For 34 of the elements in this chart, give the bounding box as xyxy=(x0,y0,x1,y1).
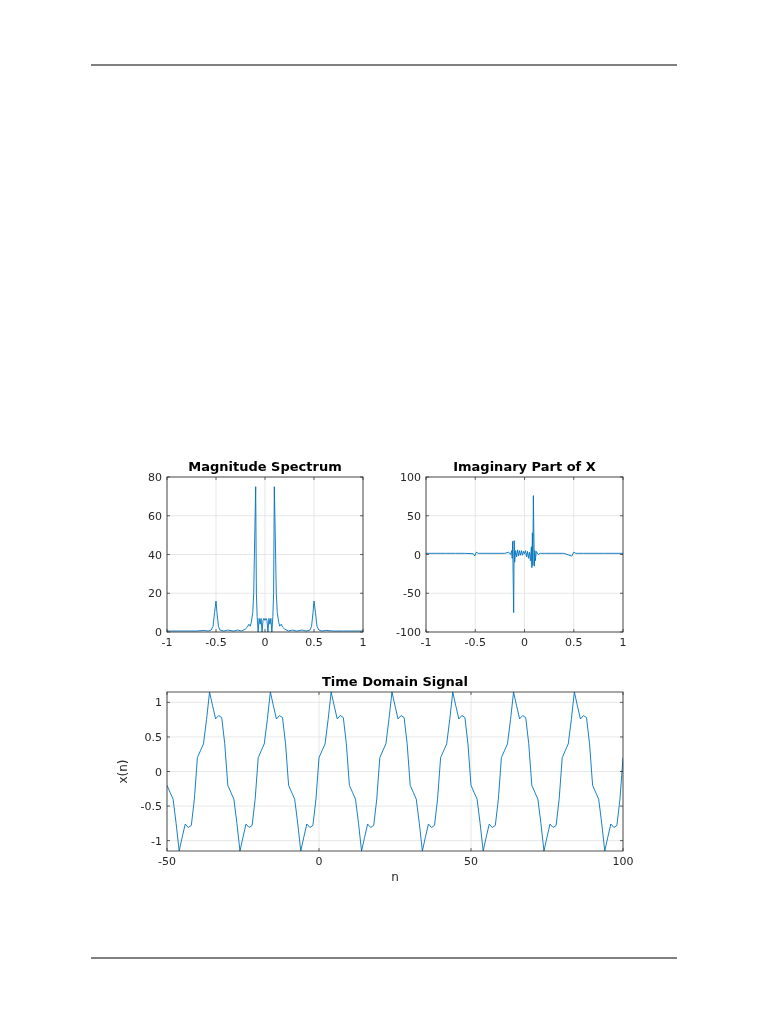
chart-title: Time Domain Signal xyxy=(321,674,469,689)
line-series xyxy=(426,495,623,614)
y-tick-label: 50 xyxy=(407,509,421,523)
x-tick-label: -0.5 xyxy=(205,636,227,649)
y-axis-title: x(n) xyxy=(116,759,130,784)
x-axis-title: n xyxy=(391,870,399,884)
x-tick-label: 50 xyxy=(464,855,478,868)
y-tick-label: 0 xyxy=(414,548,421,562)
x-tick-label: 0 xyxy=(315,855,323,868)
y-tick-label: 0 xyxy=(155,765,162,779)
y-tick-label: -50 xyxy=(403,587,421,601)
x-tick-label: -0.5 xyxy=(464,636,486,649)
x-tick-label: 0.5 xyxy=(305,636,323,649)
x-tick-label: 1 xyxy=(359,636,367,649)
y-tick-label: -100 xyxy=(396,626,421,639)
y-tick-label: 60 xyxy=(148,509,162,523)
y-tick-label: 40 xyxy=(148,548,162,562)
y-tick-label: 1 xyxy=(155,696,162,710)
x-tick-label: 0.5 xyxy=(565,636,583,649)
line-series xyxy=(167,692,623,851)
y-tick-label: 0 xyxy=(155,626,162,639)
y-tick-label: 0.5 xyxy=(144,730,162,744)
x-tick-label: 0 xyxy=(261,636,269,649)
chart-title: Magnitude Spectrum xyxy=(188,459,342,474)
y-tick-label: -1 xyxy=(151,834,162,848)
y-tick-label: 80 xyxy=(148,471,162,484)
chart-title: Imaginary Part of X xyxy=(453,459,596,474)
x-tick-label: 100 xyxy=(612,855,634,868)
y-tick-label: 100 xyxy=(400,471,421,484)
x-tick-label: -1 xyxy=(420,636,432,649)
x-tick-label: 0 xyxy=(521,636,528,649)
x-tick-label: 1 xyxy=(619,636,627,649)
y-tick-label: -0.5 xyxy=(140,800,162,814)
y-tick-label: 20 xyxy=(148,587,162,601)
